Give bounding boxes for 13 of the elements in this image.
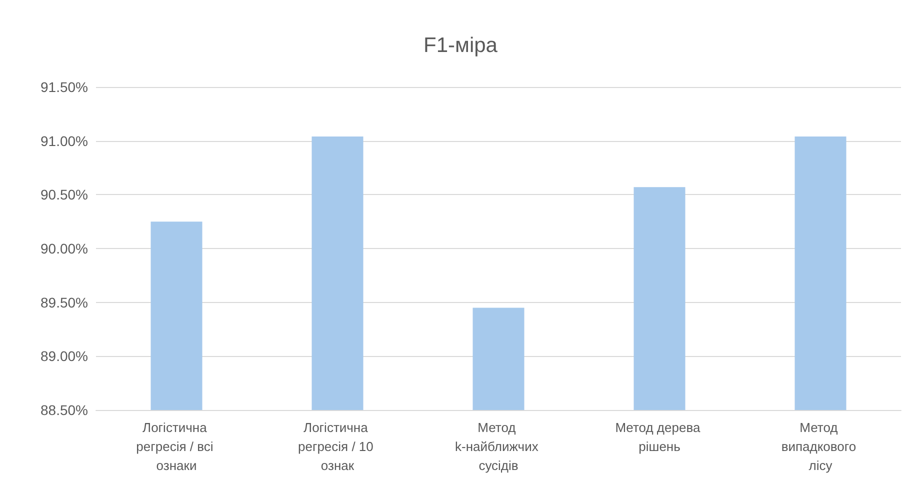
y-tick-label: 89.50%: [40, 294, 88, 310]
y-tick-label: 88.50%: [40, 402, 88, 418]
x-tick-label: Метод випадкового лісу: [781, 420, 860, 473]
y-tick-label: 91.00%: [40, 132, 88, 149]
y-tick-label: 90.50%: [40, 186, 88, 203]
x-tick-label: Метод k-найближчих сусідів: [455, 420, 542, 473]
y-tick-label: 91.50%: [40, 79, 88, 95]
chart-title: F1-міра: [424, 34, 498, 57]
x-tick-label: Логістична регресія / 10 ознак: [298, 420, 377, 473]
x-tick-label: Логістична регресія / всі ознаки: [136, 420, 217, 473]
y-tick-label: 89.00%: [40, 348, 88, 364]
x-tick-label: Метод дерева рішень: [615, 420, 704, 454]
y-tick-label: 90.00%: [40, 240, 88, 256]
